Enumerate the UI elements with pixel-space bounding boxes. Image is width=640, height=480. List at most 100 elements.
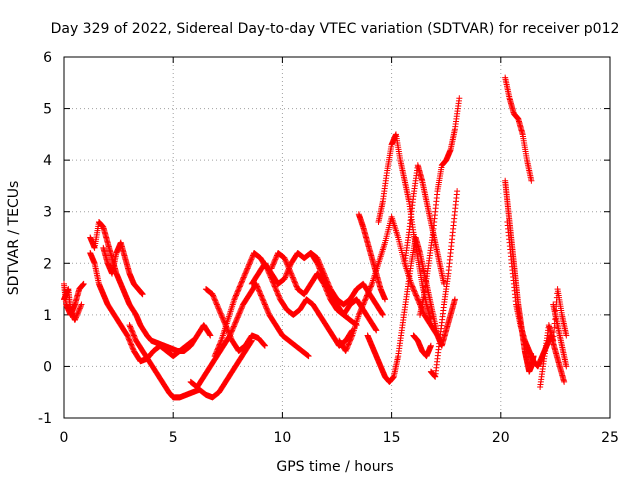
data-point <box>243 266 250 273</box>
data-point <box>282 256 289 263</box>
data-point <box>265 309 272 316</box>
data-point <box>290 275 297 282</box>
data-point <box>209 291 216 298</box>
data-point <box>272 284 279 291</box>
data-point <box>240 275 247 282</box>
data-point <box>285 264 292 271</box>
data-point <box>238 278 245 285</box>
data-point <box>239 277 246 284</box>
data-point <box>129 344 136 351</box>
data-point <box>213 301 220 308</box>
data-point <box>230 323 237 330</box>
data-point <box>281 275 288 282</box>
x-tick-label: 25 <box>601 430 619 446</box>
data-point <box>214 304 221 311</box>
data-point <box>269 264 276 271</box>
data-point <box>233 317 240 324</box>
data-point <box>236 309 243 316</box>
data-point <box>211 296 218 303</box>
data-point <box>232 319 239 326</box>
data-point <box>292 280 299 287</box>
data-point <box>260 298 267 305</box>
data-point <box>273 287 280 294</box>
data-point <box>215 344 222 351</box>
data-point <box>214 346 221 353</box>
series-arc-4 <box>87 249 196 365</box>
data-point <box>271 257 278 264</box>
data-point <box>228 335 235 342</box>
data-point <box>71 317 78 324</box>
data-point <box>218 311 225 318</box>
data-point <box>212 350 219 357</box>
data-point <box>289 274 296 281</box>
data-point <box>276 293 283 300</box>
data-point <box>240 274 247 281</box>
data-point <box>291 278 298 285</box>
data-point <box>254 284 261 291</box>
series-arc-2 <box>61 286 85 324</box>
data-point <box>255 287 262 294</box>
series-arc-5 <box>100 239 146 298</box>
data-point <box>216 342 223 349</box>
data-point <box>326 293 333 300</box>
data-point <box>129 345 136 352</box>
data-point <box>263 304 270 311</box>
series-arc-11 <box>268 249 380 334</box>
series-arc-7 <box>187 280 312 391</box>
data-point <box>231 322 238 329</box>
data-point <box>237 306 244 313</box>
y-tick-label: 3 <box>43 205 52 221</box>
data-point <box>249 253 256 260</box>
data-point <box>236 284 243 291</box>
data-point <box>275 292 282 299</box>
data-point <box>273 288 280 295</box>
data-point <box>76 306 83 313</box>
data-point <box>189 337 196 344</box>
data-point <box>234 315 241 322</box>
y-axis-label: SDTVAR / TECUs <box>6 181 22 296</box>
plot-frame <box>63 56 611 419</box>
data-point <box>260 341 267 348</box>
data-point <box>207 332 214 339</box>
data-point <box>131 333 138 340</box>
data-point <box>285 265 292 272</box>
data-point <box>213 300 220 307</box>
data-point <box>261 342 268 349</box>
data-point <box>237 282 244 289</box>
data-point <box>237 280 244 287</box>
data-point <box>131 335 138 342</box>
data-point <box>229 326 236 333</box>
data-point <box>130 331 137 338</box>
data-point <box>213 347 220 354</box>
data-point <box>75 307 82 314</box>
data-point <box>231 296 238 303</box>
data-point <box>128 342 135 349</box>
data-point <box>217 310 224 317</box>
data-point <box>127 340 134 347</box>
data-point <box>77 304 84 311</box>
data-point <box>237 307 244 314</box>
data-point <box>271 283 278 290</box>
data-point <box>283 260 290 267</box>
data-point <box>234 288 241 295</box>
data-point <box>287 269 294 276</box>
y-tick-label: 4 <box>43 153 52 169</box>
data-point <box>247 258 254 265</box>
data-point <box>127 338 134 345</box>
data-point <box>206 331 213 338</box>
data-point <box>232 292 239 299</box>
data-point <box>213 349 220 356</box>
data-point <box>235 313 242 320</box>
data-point <box>73 313 80 320</box>
data-point <box>289 273 296 280</box>
data-point <box>293 283 300 290</box>
data-point <box>275 291 282 298</box>
data-point <box>230 324 237 331</box>
data-point <box>124 333 131 340</box>
data-point <box>290 277 297 284</box>
data-point <box>305 353 312 360</box>
data-point <box>217 309 224 316</box>
x-tick-label: 20 <box>492 430 510 446</box>
data-point <box>241 273 248 280</box>
data-point <box>245 262 252 269</box>
